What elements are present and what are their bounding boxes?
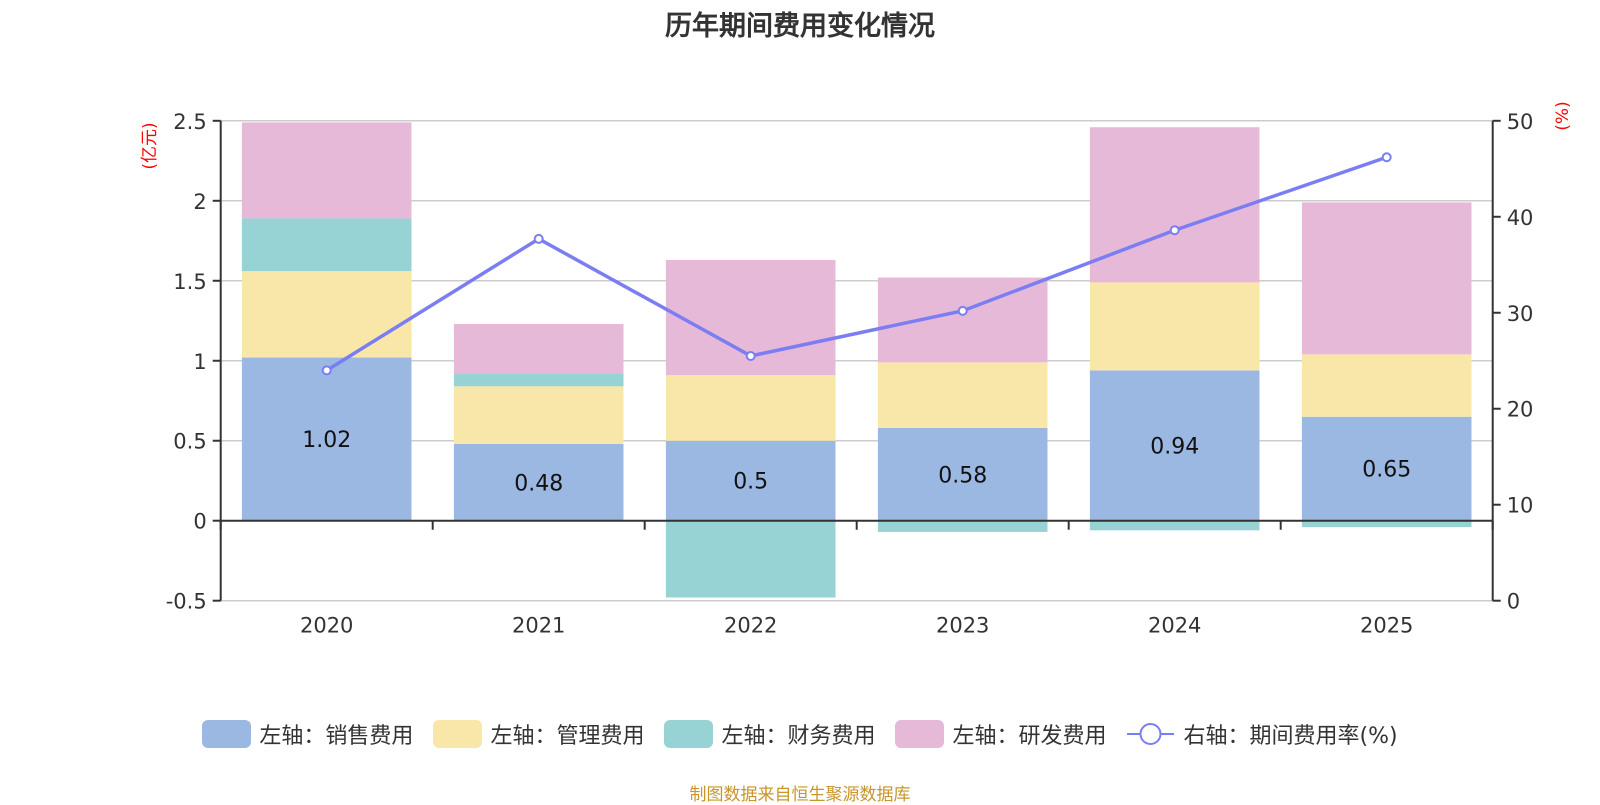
x-axis-label-2022: 2022 (724, 614, 777, 638)
bar-label-2020: 1.02 (302, 428, 351, 453)
legend-label: 左轴：管理费用 (490, 724, 645, 749)
bar-rd-2025[interactable] (1301, 202, 1472, 355)
rate-point-2025[interactable] (1381, 152, 1392, 163)
x-axis-label-2020: 2020 (300, 614, 353, 638)
bar-label-2021: 0.48 (514, 471, 563, 496)
bar-rd-2020[interactable] (241, 122, 412, 219)
legend-item-sales[interactable]: 左轴：销售费用 (202, 718, 413, 750)
legend-swatch-sales (202, 720, 252, 748)
bar-sales-2023[interactable] (877, 427, 1048, 521)
bar-admin-2024[interactable] (1089, 282, 1260, 371)
right-axis-unit: (%) (1553, 101, 1573, 130)
legend-item-rd[interactable]: 左轴：研发费用 (895, 718, 1106, 750)
legend-item-admin[interactable]: 左轴：管理费用 (433, 718, 644, 750)
chart-title: 历年期间费用变化情况 (665, 11, 935, 42)
rate-point-2022[interactable] (745, 350, 756, 361)
bars (241, 122, 1472, 598)
legend-swatch-rd (895, 720, 945, 748)
right-axis-tick-label: 10 (1507, 494, 1534, 518)
bar-sales-2025[interactable] (1301, 416, 1472, 521)
right-axis-tick-label: 0 (1507, 590, 1520, 614)
bar-finance-2025[interactable] (1301, 520, 1472, 528)
left-axis-tick-label: 0 (193, 510, 206, 534)
bar-rd-2023[interactable] (877, 277, 1048, 363)
bar-finance-2024[interactable] (1089, 520, 1260, 531)
legend: 左轴：销售费用 左轴：管理费用 左轴：财务费用 左轴：研发费用 右轴：期间费用率(%) (0, 718, 1600, 750)
right-axis-tick-label: 40 (1507, 206, 1534, 230)
legend-label: 左轴：财务费用 (721, 724, 876, 749)
legend-label: 左轴：研发费用 (952, 724, 1107, 749)
bar-admin-2025[interactable] (1301, 354, 1472, 417)
bar-admin-2023[interactable] (877, 362, 1048, 428)
bar-label-2024: 0.94 (1150, 435, 1199, 460)
right-axis-tick-label: 50 (1507, 110, 1534, 134)
rate-line-path (325, 155, 1388, 372)
legend-item-line[interactable]: 右轴：期间费用率(%) (1126, 718, 1398, 750)
data-labels: 1.02 0.48 0.5 0.58 0.94 0.65 (302, 428, 1411, 496)
legend-label: 左轴：销售费用 (259, 724, 414, 749)
bar-finance-2021[interactable] (453, 373, 624, 387)
bar-sales-2024[interactable] (1089, 370, 1260, 521)
rate-point-2024[interactable] (1169, 225, 1180, 236)
right-axis-tick-label: 30 (1507, 302, 1534, 326)
left-axis-tick-label: -0.5 (166, 590, 207, 614)
rate-line (321, 152, 1392, 376)
bar-sales-2022[interactable] (665, 440, 836, 521)
bar-sales-2020[interactable] (241, 357, 412, 521)
legend-item-finance[interactable]: 左轴：财务费用 (664, 718, 875, 750)
bar-rd-2024[interactable] (1089, 127, 1260, 283)
data-source: 制图数据来自恒生聚源数据库 (689, 785, 911, 805)
x-axis-label-2021: 2021 (512, 614, 565, 638)
axes: -0.5 0 0.5 1 1.5 2 2.5 0 10 20 30 40 50 2020 2021 2022 2… (166, 110, 1534, 638)
grid-lines (220, 120, 1493, 602)
left-axis-tick-label: 2 (193, 190, 206, 214)
left-axis-tick-label: 0.5 (173, 430, 206, 454)
legend-label: 右轴：期间费用率(%) (1183, 724, 1398, 749)
bar-admin-2022[interactable] (665, 375, 836, 441)
x-axis-label-2025: 2025 (1360, 614, 1413, 638)
bar-rd-2021[interactable] (453, 323, 624, 374)
rate-point-2023[interactable] (957, 305, 968, 316)
right-axis-tick-label: 20 (1507, 398, 1534, 422)
x-axis-label-2024: 2024 (1148, 614, 1201, 638)
chart-plot: -0.5 0 0.5 1 1.5 2 2.5 0 10 20 30 40 50 2020 2021 2022 2… (140, 101, 1573, 638)
x-axis-label-2023: 2023 (936, 614, 989, 638)
bar-admin-2020[interactable] (241, 271, 412, 358)
bar-sales-2021[interactable] (453, 443, 624, 521)
left-axis-tick-label: 1.5 (173, 270, 206, 294)
legend-line-marker-icon (1126, 720, 1175, 748)
left-axis-tick-label: 1 (193, 350, 206, 374)
bar-label-2022: 0.5 (733, 470, 768, 495)
legend-swatch-finance (664, 720, 714, 748)
bar-finance-2020[interactable] (241, 218, 412, 272)
bar-finance-2023[interactable] (877, 520, 1048, 532)
rate-point-2021[interactable] (533, 233, 544, 244)
bar-finance-2022[interactable] (665, 520, 836, 598)
bar-admin-2021[interactable] (453, 386, 624, 444)
bar-label-2025: 0.65 (1362, 458, 1411, 483)
bar-label-2023: 0.58 (938, 463, 987, 488)
left-axis-unit: (亿元) (140, 122, 160, 169)
legend-swatch-admin (433, 720, 483, 748)
left-axis-tick-label: 2.5 (173, 110, 206, 134)
rate-point-2020[interactable] (321, 365, 332, 376)
